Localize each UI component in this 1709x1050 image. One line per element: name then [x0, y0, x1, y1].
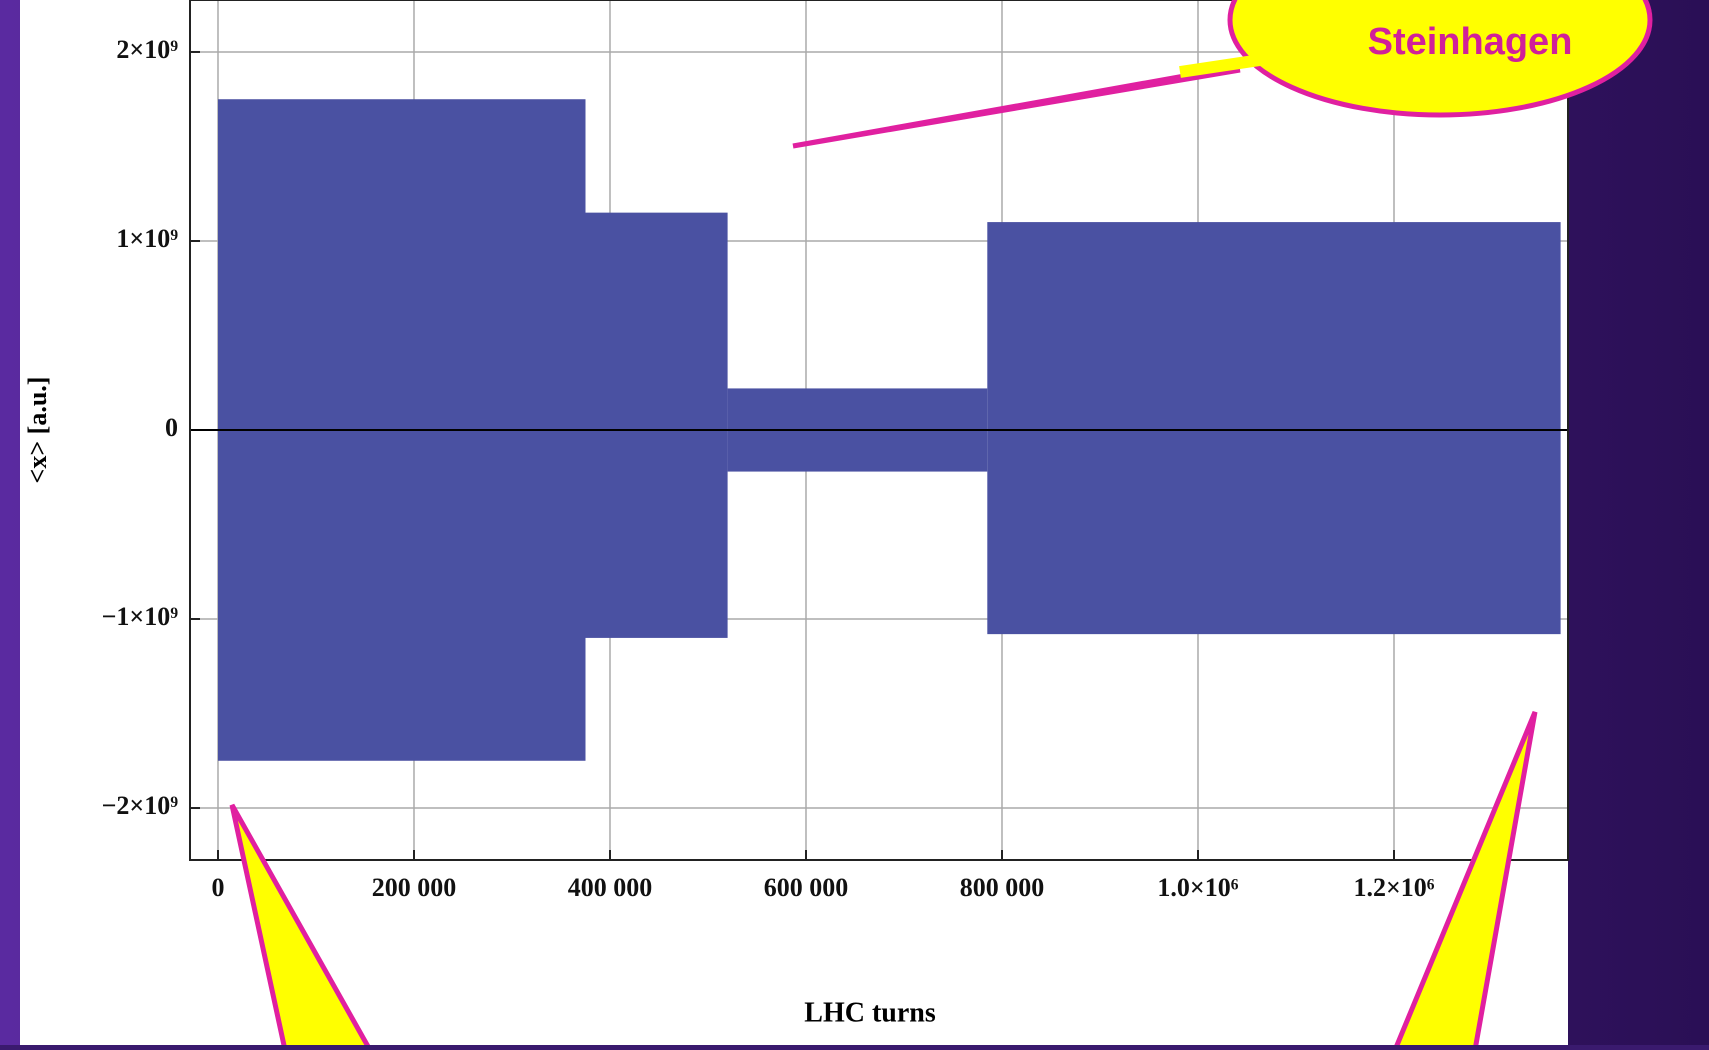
callout-tail: [229, 803, 373, 1050]
y-tick-label: −1×10⁹: [102, 602, 179, 631]
x-tick-label: 0: [211, 873, 224, 902]
x-tick-label: 400 000: [568, 873, 653, 902]
band-segment: [987, 222, 1561, 635]
callout-text: Steinhagen: [1368, 21, 1573, 63]
callouts: Steinhagen: [229, 0, 1653, 1050]
plot-area: [190, 0, 1568, 860]
y-axis-label: <x> [a.u.]: [23, 377, 52, 484]
callout-bubble: [1227, 0, 1653, 118]
band-segment: [585, 212, 728, 638]
y-tick-label: −2×10⁹: [102, 791, 179, 820]
x-tick-label: 1.0×10⁶: [1157, 873, 1238, 902]
callout-join: [1179, 54, 1261, 78]
x-tick-label: 600 000: [764, 873, 849, 902]
y-tick-label: 2×10⁹: [116, 35, 178, 64]
x-tick-label: 1.2×10⁶: [1353, 873, 1434, 902]
y-tick-label: 0: [165, 413, 178, 442]
y-tick-label: 1×10⁹: [116, 224, 178, 253]
x-axis-label: LHC turns: [804, 997, 936, 1028]
x-tick-label: 800 000: [960, 873, 1045, 902]
x-tick-label: 200 000: [372, 873, 457, 902]
plot-frame: [189, 0, 1569, 861]
callout-tail: [1392, 711, 1538, 1050]
